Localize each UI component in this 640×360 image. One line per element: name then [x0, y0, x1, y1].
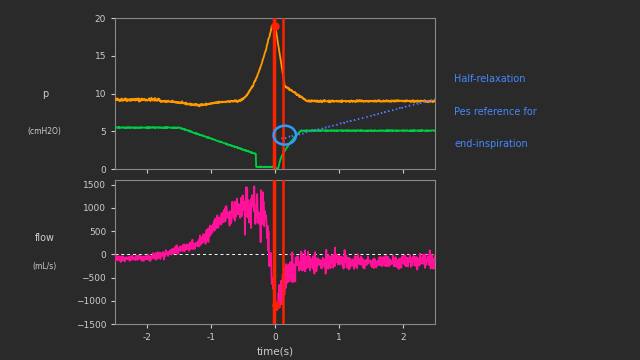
Text: Half-relaxation: Half-relaxation: [454, 74, 526, 84]
X-axis label: time(s): time(s): [257, 346, 294, 356]
Text: p: p: [42, 89, 48, 99]
Text: Pes reference for: Pes reference for: [454, 107, 537, 117]
Text: (mL/s): (mL/s): [33, 262, 57, 271]
Text: flow: flow: [35, 233, 55, 243]
Text: (cmH2O): (cmH2O): [28, 127, 61, 136]
Text: end-inspiration: end-inspiration: [454, 139, 528, 149]
